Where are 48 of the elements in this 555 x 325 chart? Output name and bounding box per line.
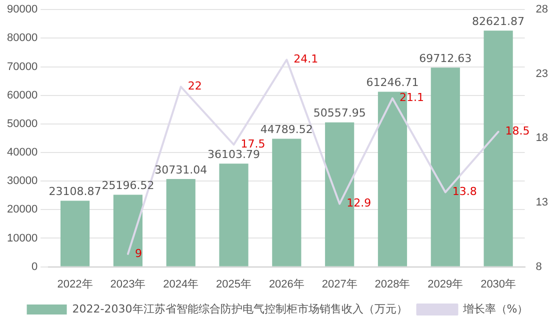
data-label: 25196.52 — [102, 179, 154, 192]
data-label: 9 — [134, 246, 142, 260]
y-tick-label: 60000 — [6, 89, 38, 102]
y-tick-label: 0 — [31, 260, 38, 273]
x-tick-label: 2022年 — [57, 278, 93, 290]
legend-label: 2022-2030年江苏省智能综合防护电气控制柜市场销售收入（万元） — [72, 302, 408, 316]
x-tick-label: 2029年 — [428, 278, 464, 290]
y2-tick-label: 13 — [536, 196, 548, 209]
data-label: 61246.71 — [366, 76, 419, 90]
y-tick-label: 30000 — [6, 175, 38, 188]
data-label: 13.8 — [452, 185, 477, 198]
bar — [272, 138, 302, 266]
x-tick-label: 2025年 — [216, 278, 252, 290]
y2-tick-label: 8 — [536, 260, 542, 273]
bar — [166, 178, 196, 266]
x-tick-label: 2030年 — [480, 278, 516, 290]
y2-tick-label: 23 — [536, 68, 548, 80]
y-tick-label: 20000 — [6, 204, 38, 216]
y2-tick-label: 28 — [536, 4, 548, 16]
x-tick-label: 2024年 — [163, 278, 199, 290]
x-tick-label: 2027年 — [322, 278, 358, 290]
legend-label: 增长率（%） — [462, 302, 528, 316]
data-label: 44789.52 — [260, 123, 313, 136]
y-tick-label: 90000 — [6, 4, 38, 16]
bar — [60, 200, 90, 266]
x-tick-label: 2023年 — [110, 278, 146, 290]
y-tick-label: 50000 — [6, 118, 38, 130]
data-label: 82621.87 — [472, 15, 525, 28]
data-label: 69712.63 — [419, 52, 472, 65]
data-label: 22 — [188, 80, 202, 93]
x-tick-label: 2028年 — [374, 278, 410, 290]
y-tick-label: 70000 — [6, 60, 38, 73]
data-label: 18.5 — [505, 124, 530, 138]
data-label: 17.5 — [240, 137, 266, 150]
y-tick-label: 10000 — [6, 232, 38, 244]
bar — [113, 194, 142, 266]
data-label: 23108.87 — [48, 185, 102, 198]
data-label: 21.1 — [399, 91, 424, 104]
data-label: 12.9 — [346, 196, 372, 210]
y-tick-label: 80000 — [6, 32, 38, 44]
data-label: 30731.04 — [154, 163, 208, 176]
y2-tick-label: 18 — [536, 132, 548, 144]
data-label: 36103.79 — [208, 148, 260, 161]
x-tick-label: 2026年 — [268, 278, 304, 290]
data-label: 24.1 — [294, 52, 318, 66]
data-label: 50557.95 — [313, 106, 366, 120]
bar — [219, 164, 248, 266]
y-tick-label: 40000 — [6, 146, 38, 159]
